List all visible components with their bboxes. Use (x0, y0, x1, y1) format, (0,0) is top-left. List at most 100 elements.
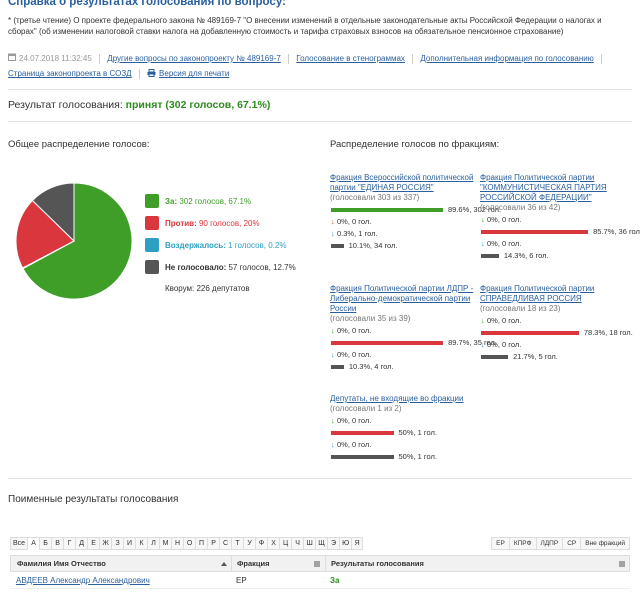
menu-icon[interactable] (314, 560, 320, 567)
calendar-icon (8, 51, 16, 66)
faction-bar-row: ↓ 0%, 0 гол. (480, 340, 630, 352)
faction-bar-label: 0%, 0 гол. (337, 416, 372, 425)
letter-tab[interactable]: Е (87, 537, 100, 550)
faction-name-link[interactable]: Фракция Политической партии СПРАВЕДЛИВАЯ… (480, 284, 595, 303)
faction-bar-row: 10.3%, 4 гол. (330, 362, 480, 374)
faction-filter-button[interactable]: Вне фракций (580, 537, 630, 550)
faction-bar-row: 89.6%, 302 гол. (330, 205, 501, 217)
letter-tab[interactable]: Я (351, 537, 364, 550)
faction-bar-label: 0%, 0 гол. (487, 316, 522, 325)
additional-info-link[interactable]: Дополнительная информация по голосованию (420, 54, 594, 63)
vote-datetime: 24.07.2018 11:32:45 (19, 54, 92, 63)
deputy-result: За (330, 576, 340, 585)
letter-tab[interactable]: П (195, 537, 208, 550)
faction-bar-label: 0%, 0 гол. (337, 326, 372, 335)
arrow-icon: ↓ (331, 217, 335, 226)
letter-tab[interactable]: У (243, 537, 256, 550)
letter-tab[interactable]: Л (147, 537, 160, 550)
letter-tab[interactable]: Д (75, 537, 88, 550)
faction-bar-row: 21.7%, 5 гол. (480, 352, 630, 364)
letter-tab[interactable]: Б (39, 537, 52, 550)
faction-filter-button[interactable]: ЛДПР (535, 537, 563, 550)
letter-tab[interactable]: Н (171, 537, 184, 550)
letter-tab[interactable]: Ф (255, 537, 268, 550)
letter-tab[interactable]: О (183, 537, 196, 550)
faction-bar-label: 0%, 0 гол. (487, 239, 522, 248)
legend-value: 1 голосов, 0.2% (228, 241, 287, 250)
faction-bar-row: ↓ 0%, 0 гол. (330, 217, 480, 229)
faction-block: Фракция Политической партии "КОММУНИСТИЧ… (480, 173, 640, 263)
faction-bars: ↓ 0%, 0 гол. 78.3%, 18 гол. ↓ 0%, 0 гол. 21.7… (480, 316, 633, 364)
page-title: Справка о результатах голосования по воп… (8, 0, 286, 8)
arrow-icon: ↓ (481, 340, 485, 349)
vote-pie-chart (15, 182, 133, 300)
faction-bar-label: 0%, 0 гол. (487, 215, 522, 224)
legend-item-absent: Не голосовало: 57 голосов, 12.7% (145, 260, 296, 282)
faction-bar-label: 0%, 0 гол. (337, 440, 372, 449)
letter-tab[interactable]: С (219, 537, 232, 550)
col-name-header[interactable]: Фамилия Имя Отчество (17, 559, 106, 568)
result-value: принят (302 голосов, 67.1%) (125, 99, 271, 111)
factions-title: Распределение голосов по фракциям: (330, 139, 500, 150)
letter-tab[interactable]: Все (10, 537, 28, 550)
faction-name-link[interactable]: Фракция Политической партии ЛДПР - Либер… (330, 284, 474, 313)
letter-tab[interactable]: Т (231, 537, 244, 550)
legend-name: Не голосовало: (165, 263, 227, 272)
letter-tab[interactable]: А (27, 537, 40, 550)
other-questions-link[interactable]: Другие вопросы по законопроекту № 489169… (107, 54, 281, 63)
letter-tab[interactable]: Ю (339, 537, 352, 550)
arrow-icon: ↓ (481, 239, 485, 248)
letter-tab[interactable]: Р (207, 537, 220, 550)
letter-tab[interactable]: Ш (303, 537, 316, 550)
divider (8, 89, 632, 90)
letter-tab[interactable]: Щ (315, 537, 328, 550)
faction-name-link[interactable]: Фракция Политической партии "КОММУНИСТИЧ… (480, 173, 607, 202)
arrow-icon: ↓ (331, 440, 335, 449)
faction-bar-label: 10.1%, 34 гол. (348, 241, 398, 250)
faction-bar-label: 0.3%, 1 гол. (337, 229, 378, 238)
letter-tab[interactable]: Ч (291, 537, 304, 550)
divider (8, 121, 632, 122)
legend-name: Против: (165, 219, 197, 228)
faction-bar-absent (481, 254, 499, 258)
menu-icon[interactable] (619, 560, 625, 567)
legend-swatch-against (145, 216, 159, 230)
letter-tab[interactable]: Ц (279, 537, 292, 550)
faction-bars: ↓ 0%, 0 гол. 89.7%, 35 гол. ↓ 0%, 0 гол. 10.3… (330, 326, 497, 374)
faction-bar-label: 89.6%, 302 гол. (448, 205, 502, 214)
faction-filter-button[interactable]: СР (562, 537, 581, 550)
legend-value: 302 голосов, 67.1% (179, 197, 252, 206)
faction-name-link[interactable]: Депутаты, не входящие во фракции (330, 394, 464, 403)
faction-filter-button[interactable]: КПРФ (508, 537, 536, 550)
pie-slice-for (22, 182, 133, 300)
meta-links: 24.07.2018 11:32:45 Другие вопросы по за… (8, 51, 632, 82)
sozd-page-link[interactable]: Страница законопроекта в СОЗД (8, 69, 132, 79)
vote-legend: За: 302 голосов, 67.1% Против: 90 голосо… (145, 194, 296, 293)
letter-tab[interactable]: Э (327, 537, 340, 550)
letter-tab[interactable]: Г (63, 537, 76, 550)
faction-voted: (голосовали 36 из 42) (480, 203, 561, 212)
col-faction-header[interactable]: Фракция (237, 559, 270, 568)
legend-item-abstain: Воздержалось: 1 голосов, 0.2% (145, 238, 286, 260)
letter-tab[interactable]: Ж (99, 537, 112, 550)
sort-up-icon[interactable] (221, 560, 227, 566)
print-version-link[interactable]: Версия для печати (159, 69, 230, 79)
letter-tab[interactable]: М (159, 537, 172, 550)
col-result-header[interactable]: Результаты голосования (331, 559, 424, 568)
faction-bar-absent (331, 244, 344, 248)
letter-tab[interactable]: В (51, 537, 64, 550)
faction-block: Фракция Политической партии СПРАВЕДЛИВАЯ… (480, 284, 633, 364)
divider (99, 53, 101, 64)
faction-name-link[interactable]: Фракция Всероссийской политической парти… (330, 173, 474, 192)
faction-bar-label: 50%, 1 гол. (398, 452, 437, 461)
deputy-name-link[interactable]: АВДЕЕВ Александр Александрович (16, 576, 150, 585)
transcripts-link[interactable]: Голосование в стенограммах (296, 54, 405, 63)
letter-tab[interactable]: Х (267, 537, 280, 550)
letter-tab[interactable]: З (111, 537, 124, 550)
faction-bar-label: 14.3%, 6 гол. (503, 251, 549, 260)
letter-tab[interactable]: И (123, 537, 136, 550)
legend-name: За: (165, 197, 178, 206)
letter-tab[interactable]: К (135, 537, 148, 550)
result-label: Результат голосования: (8, 99, 123, 111)
faction-filter-button[interactable]: ЕР (491, 537, 509, 550)
